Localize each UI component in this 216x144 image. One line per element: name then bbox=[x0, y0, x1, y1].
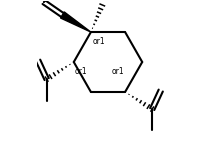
Polygon shape bbox=[60, 12, 91, 32]
Text: or1: or1 bbox=[93, 37, 106, 46]
Text: or1: or1 bbox=[112, 67, 124, 76]
Text: or1: or1 bbox=[75, 67, 87, 76]
